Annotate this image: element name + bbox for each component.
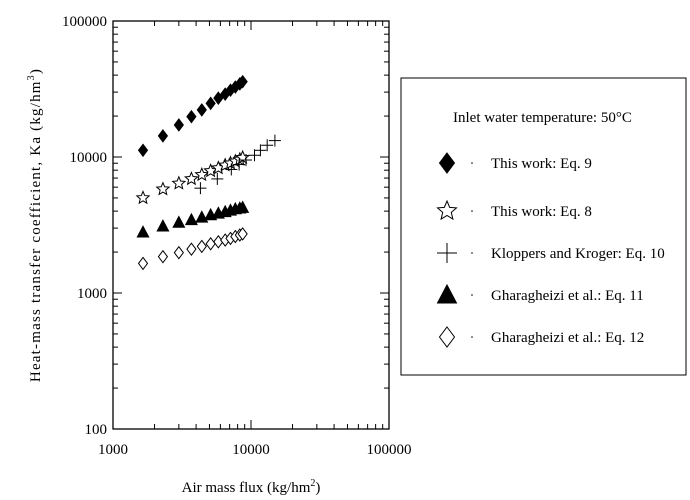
- legend-dot: [471, 294, 473, 296]
- x-tick-label: 10000: [232, 442, 270, 458]
- legend-dot: [471, 162, 473, 164]
- legend-label: Gharagheizi et al.: Eq. 11: [491, 288, 644, 304]
- x-tick-label: 1000: [98, 442, 128, 458]
- x-axis-label: Air mass flux (kg/hm2): [182, 478, 321, 496]
- legend-label: Kloppers and Kroger: Eq. 10: [491, 246, 665, 262]
- legend-label: This work: Eq. 9: [491, 156, 592, 172]
- legend-dot: [471, 336, 473, 338]
- y-tick-label: 100: [85, 422, 108, 438]
- legend-label: Gharagheizi et al.: Eq. 12: [491, 330, 644, 346]
- legend-label: This work: Eq. 8: [491, 204, 592, 220]
- legend-dot: [471, 252, 473, 254]
- x-tick-label: 100000: [367, 442, 412, 458]
- legend-dot: [471, 210, 473, 212]
- y-tick-label: 100000: [62, 14, 107, 30]
- y-axis-label: Heat-mass transfer coefficient, Ka (kg/h…: [26, 68, 44, 382]
- y-tick-label: 1000: [77, 286, 107, 302]
- legend-title: Inlet water temperature: 50°C: [453, 110, 632, 126]
- y-tick-label: 10000: [70, 150, 108, 166]
